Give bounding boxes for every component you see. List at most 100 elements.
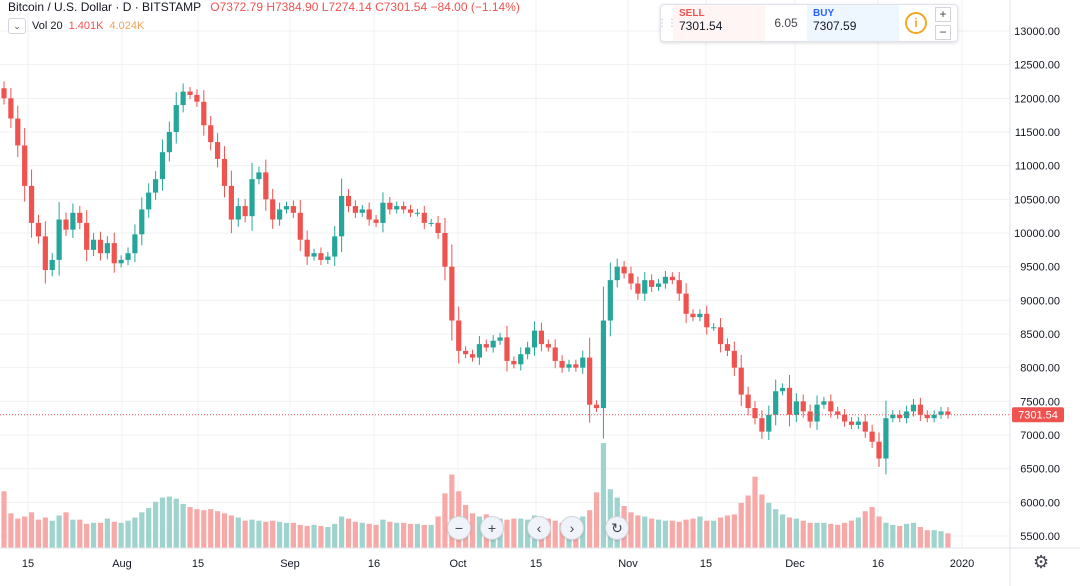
volume-bar xyxy=(152,501,159,548)
candle-body xyxy=(745,394,751,409)
candle-body xyxy=(394,206,400,210)
volume-bar xyxy=(332,523,338,548)
volume-bar xyxy=(401,522,407,548)
trading-panel: ⋮⋮ SELL 7301.54 6.05 BUY 7307.59 i + − xyxy=(657,4,958,42)
volume-bar xyxy=(352,521,358,548)
candle-body xyxy=(125,253,131,260)
volume-bar xyxy=(380,519,386,548)
scroll-right-button[interactable]: › xyxy=(560,516,584,540)
time-tick-label: Sep xyxy=(280,558,300,570)
candle-body xyxy=(15,118,21,146)
increase-button[interactable]: + xyxy=(935,6,951,22)
quantity-stepper: + − xyxy=(933,5,953,41)
volume-bar xyxy=(552,520,558,548)
candle-body xyxy=(22,145,28,186)
candle-body xyxy=(277,209,283,220)
volume-bar xyxy=(511,518,517,548)
decrease-button[interactable]: − xyxy=(935,24,951,40)
candle-body xyxy=(407,209,414,213)
time-tick-label: 16 xyxy=(368,558,380,570)
volume-bar xyxy=(249,519,255,548)
volume-bar xyxy=(201,510,207,548)
candle-body xyxy=(476,344,483,358)
scroll-left-button[interactable]: ‹ xyxy=(527,516,551,540)
candle-body xyxy=(111,243,117,264)
candle-body xyxy=(325,256,331,260)
candle-body xyxy=(228,185,234,220)
volume-ma-value: 4.024K xyxy=(109,20,145,32)
sell-button[interactable]: SELL 7301.54 xyxy=(673,5,765,41)
buy-button[interactable]: BUY 7307.59 xyxy=(807,5,899,41)
volume-bar xyxy=(366,523,372,548)
price-tick-label: 7500.00 xyxy=(1020,396,1060,408)
volume-bar xyxy=(242,520,248,548)
volume-bar xyxy=(146,508,152,548)
chevron-down-icon[interactable]: ⌄ xyxy=(8,18,26,34)
candle-body xyxy=(841,414,848,422)
candle-body xyxy=(862,421,868,432)
time-axis[interactable]: 15 Aug 15 Sep 16 Oct 15 Nov 15 Dec 16 2020 xyxy=(22,558,974,570)
candle-body xyxy=(628,273,634,284)
volume-bar xyxy=(800,520,806,548)
time-tick-label: 15 xyxy=(22,558,34,570)
zoom-out-button[interactable]: − xyxy=(447,516,471,540)
candle-body xyxy=(821,401,827,405)
volume-bar xyxy=(876,516,882,548)
volume-bar xyxy=(221,513,228,548)
candle-body xyxy=(428,222,434,224)
time-tick-label: Oct xyxy=(449,558,466,570)
candle-body xyxy=(146,192,152,210)
candle-body xyxy=(731,350,737,368)
candle-body xyxy=(469,354,476,358)
volume-bar xyxy=(394,522,400,548)
volume-bar xyxy=(655,519,662,548)
volume-bar xyxy=(435,516,441,548)
volume-bar xyxy=(518,518,524,548)
symbol-title[interactable]: Bitcoin / U.S. Dollar · D · BITSTAMP xyxy=(8,0,201,14)
candle-body xyxy=(283,206,290,210)
volume-bar xyxy=(159,497,166,548)
candle-body xyxy=(890,414,896,419)
gear-icon[interactable]: ⚙ xyxy=(1033,552,1050,572)
volume-bar xyxy=(263,521,269,548)
info-button[interactable]: i xyxy=(899,5,933,41)
candle-body xyxy=(525,347,531,355)
candle-body xyxy=(545,344,551,348)
ohlc-values: O7372.79 H7384.90 L7274.14 C7301.54 −84.… xyxy=(210,0,520,14)
volume-bar xyxy=(290,522,296,548)
candle-body xyxy=(559,360,565,368)
candle-body xyxy=(945,411,951,415)
volume-bar xyxy=(84,523,90,548)
buy-label: BUY xyxy=(813,8,835,19)
volume-label: Vol 20 xyxy=(32,20,63,32)
zoom-in-button[interactable]: + xyxy=(480,516,504,540)
candle-body xyxy=(752,408,758,419)
candle-body xyxy=(435,222,441,233)
candle-body xyxy=(249,179,255,217)
candle-body xyxy=(683,293,689,314)
volume-bar xyxy=(773,509,779,548)
candle-body xyxy=(463,350,469,355)
volume-bar xyxy=(70,519,76,548)
volume-value: 1.401K xyxy=(68,20,104,32)
reset-icon[interactable]: ↻ xyxy=(605,516,629,540)
volume-bar xyxy=(931,530,937,548)
volume-bar xyxy=(15,518,21,548)
candle-body xyxy=(339,195,345,237)
volume-bar xyxy=(649,518,655,548)
candle-body xyxy=(511,360,517,365)
volume-bar xyxy=(628,512,634,548)
candle-body xyxy=(297,212,303,240)
candle-body xyxy=(63,219,69,230)
volume-bar xyxy=(421,524,427,548)
candle-body xyxy=(352,206,358,213)
time-tick-label: 15 xyxy=(530,558,542,570)
price-axis[interactable]: 5500.00 6000.00 6500.00 7000.00 7500.00 8000.… xyxy=(1014,26,1060,543)
price-tick-label: 8500.00 xyxy=(1020,329,1060,341)
volume-bar xyxy=(766,502,772,548)
drag-handle-icon[interactable]: ⋮⋮ xyxy=(657,17,677,29)
candle-body xyxy=(580,357,586,368)
volume-bar xyxy=(387,521,393,548)
candle-body xyxy=(118,259,124,264)
